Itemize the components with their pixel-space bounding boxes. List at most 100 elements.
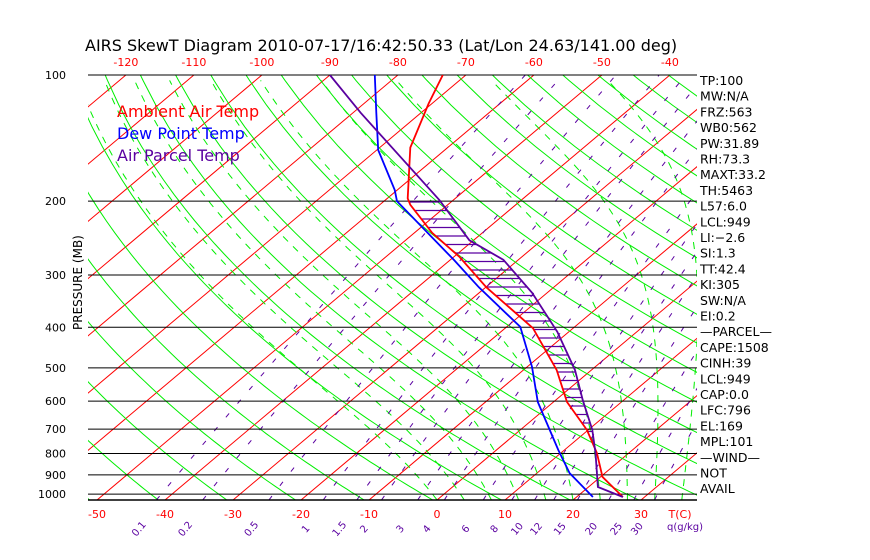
isotherm-line — [368, 223, 697, 500]
stat-item: LI:−2.6 — [700, 230, 745, 245]
moist-adiabat-line — [104, 80, 465, 500]
mixing-ratio-line — [608, 349, 697, 500]
pressure-tick-label: 900 — [45, 469, 66, 482]
parcel-temp-line — [329, 75, 624, 498]
stat-item: EI:0.2 — [700, 309, 736, 324]
stat-item: LCL:949 — [700, 214, 751, 229]
bottom-temp-tick-label: 30 — [634, 508, 648, 521]
dewpoint-line — [373, 75, 594, 498]
top-temp-tick-label: -60 — [525, 56, 543, 69]
mixing-ratio-line — [534, 250, 697, 500]
stat-item: CAP:0.0 — [700, 387, 749, 402]
mixing-ratio-tick-label: 1 — [300, 523, 313, 535]
dry-adiabat-line — [456, 75, 697, 259]
pressure-tick-label: 400 — [45, 321, 66, 334]
dry-adiabat-line — [175, 75, 697, 496]
profile-lines — [329, 75, 624, 498]
dry-adiabat-line — [316, 75, 697, 373]
mixing-ratio-tick-label: 0.1 — [130, 520, 149, 539]
stat-item: TT:42.4 — [699, 261, 746, 276]
mixing-ratio-tick-label: 25 — [609, 521, 626, 538]
dry-adiabat-line — [774, 75, 870, 500]
isotherm-line — [88, 75, 195, 165]
stat-item: EL:169 — [700, 418, 743, 433]
mixing-ratio-line — [356, 75, 687, 500]
moist-adiabat-line — [210, 80, 547, 500]
isotherm-line — [0, 75, 58, 500]
dry-adiabat-line — [139, 75, 639, 500]
dry-adiabat-line — [844, 75, 870, 500]
bottom-temp-tick-label: -20 — [292, 508, 310, 521]
mixing-ratio-line — [553, 274, 697, 500]
top-temp-tick-label: -120 — [113, 56, 138, 69]
mixing-ratio-tick-label: 1.5 — [331, 520, 350, 539]
moist-adiabat-line — [134, 80, 492, 500]
mixing-ratio-line — [654, 421, 697, 500]
mixing-ratio-line — [511, 223, 697, 500]
stat-item: LCL:949 — [700, 371, 751, 386]
dry-adiabat-line — [104, 75, 571, 500]
y-axis-label: PRESSURE (MB) — [71, 235, 85, 330]
mixing-ratio-axis-label: q(g/kg) — [667, 522, 703, 533]
stat-item: —PARCEL— — [700, 324, 772, 339]
bottom-temp-tick-label: -30 — [224, 508, 242, 521]
isotherm-line — [88, 75, 331, 280]
bottom-temp-tick-label: -10 — [360, 508, 378, 521]
top-temp-tick-label: -80 — [389, 56, 407, 69]
stats-panel: TP:100MW:N/AFRZ:563WB0:562PW:31.89RH:73.… — [699, 73, 772, 496]
mixing-ratio-tick-label: 0.5 — [243, 520, 262, 539]
isotherm-line — [504, 337, 697, 500]
background-lines — [0, 75, 870, 500]
cape-hatching — [409, 201, 594, 441]
bottom-temp-tick-label: 0 — [434, 508, 441, 521]
isotherm-line — [88, 75, 535, 452]
mixing-ratio-line — [268, 75, 617, 500]
stat-item: MW:N/A — [700, 89, 749, 104]
stat-item: —WIND— — [700, 450, 760, 465]
dry-adiabat-line — [668, 75, 697, 97]
moist-adiabat-line — [88, 104, 438, 500]
mixing-ratio-tick-label: 2 — [358, 523, 371, 535]
pressure-tick-label: 700 — [45, 423, 66, 436]
mixing-ratio-line — [156, 75, 526, 500]
legend-ambient: Ambient Air Temp — [117, 102, 259, 121]
dry-adiabat-line — [809, 75, 870, 500]
dry-adiabat-line — [88, 191, 433, 500]
stat-item: PW:31.89 — [700, 136, 759, 151]
stat-item: LFC:796 — [700, 403, 751, 418]
mixing-ratio-line — [576, 305, 697, 500]
stat-item: FRZ:563 — [700, 104, 753, 119]
moist-adiabat-line — [607, 80, 697, 500]
mixing-ratio-tick-label: 4 — [421, 523, 434, 535]
moist-adiabat-line — [396, 80, 628, 500]
dry-adiabat-line — [88, 258, 365, 500]
dry-adiabat-line — [280, 75, 697, 403]
mixing-ratio-tick-label: 20 — [584, 521, 601, 538]
top-temp-tick-label: -70 — [457, 56, 475, 69]
bottom-temp-tick-label: 10 — [498, 508, 512, 521]
mixing-ratio-line — [417, 120, 697, 500]
stat-item: SI:1.3 — [700, 246, 736, 261]
stat-item: RH:73.3 — [700, 152, 750, 167]
bottom-temp-tick-label: -50 — [88, 508, 106, 521]
pressure-tick-label: 800 — [45, 447, 66, 460]
legend-dewpoint: Dew Point Temp — [117, 124, 245, 143]
legend-parcel: Air Parcel Temp — [117, 146, 240, 165]
mixing-ratio-tick-label: 10 — [509, 521, 526, 538]
dry-adiabat-line — [421, 75, 697, 287]
dry-adiabat-line — [245, 75, 697, 434]
pressure-tick-label: 600 — [45, 395, 66, 408]
dry-adiabat-line — [527, 75, 697, 204]
dry-adiabat-line — [210, 75, 697, 465]
isotherm-line — [88, 75, 263, 223]
isotherm-line — [88, 75, 399, 337]
mixing-ratio-tick-label: 12 — [528, 521, 545, 538]
mixing-ratio-line — [202, 75, 564, 500]
mixing-ratio-line — [443, 148, 697, 500]
pressure-gridlines: 100 200 300 400 500 600 700 800 900 1000 — [38, 69, 697, 501]
top-temp-tick-label: -50 — [593, 56, 611, 69]
pressure-tick-label: 100 — [45, 69, 66, 82]
stat-item: L57:6.0 — [700, 199, 747, 214]
bottom-temp-tick-label: 20 — [566, 508, 580, 521]
stat-item: MPL:101 — [700, 434, 753, 449]
